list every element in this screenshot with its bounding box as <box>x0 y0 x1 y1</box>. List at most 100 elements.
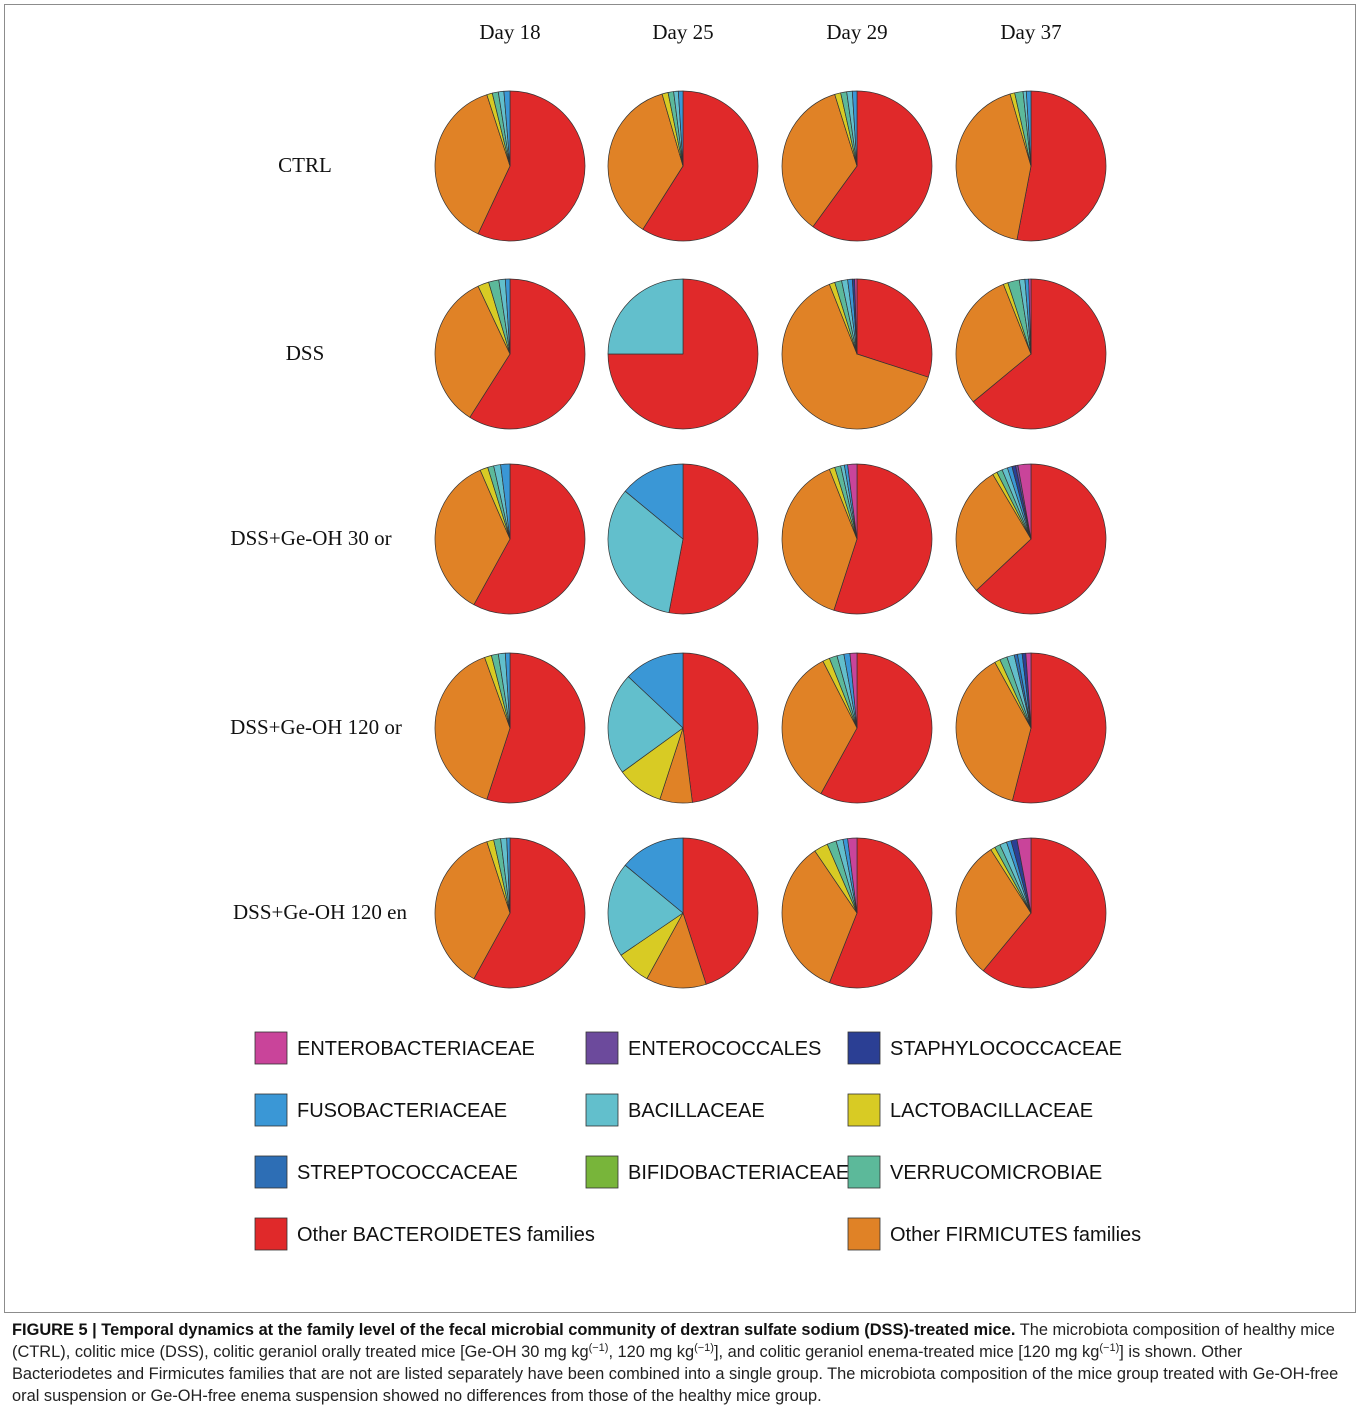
pie-r2c3-other_firmicutes-slice <box>781 283 929 430</box>
pie-r3c3-other_firmicutes-slice <box>781 468 858 611</box>
pie-r1c3-other_firmicutes-slice <box>781 94 858 228</box>
pie-r2c1-other_bacteroidetes-slice <box>469 278 586 430</box>
pie-r1c2-other_bacteroidetes-slice <box>642 90 759 242</box>
pie-chart-grid: Day 18 Day 25 Day 29 Day 37 CTRL DSS DSS+Ge-OH… <box>230 20 1141 1251</box>
legend-swatch-enterococcales <box>585 1031 619 1065</box>
column-header-3: Day 29 <box>826 20 887 44</box>
pie-r2c1-other_firmicutes-slice <box>434 285 511 418</box>
pie-r5c1-fusobacteriaceae-slice <box>506 837 511 914</box>
figure-frame <box>4 4 1356 1313</box>
legend-label-other_bacteroidetes: Other BACTEROIDETES families <box>297 1224 595 1246</box>
legend-swatch-bifidobacteriaceae <box>585 1155 619 1189</box>
caption-text-2: , 120 mg kg <box>608 1343 695 1361</box>
pie-r1c1-other_bacteroidetes-slice <box>477 90 586 242</box>
pie-r3c3-enterobacteriaceae-slice <box>847 463 858 540</box>
pie-r4c4-other_firmicutes-slice <box>955 661 1032 801</box>
pie-r4c1-other_bacteroidetes-slice <box>486 652 586 804</box>
pie-r3c4-enterobacteriaceae-slice <box>1017 463 1032 540</box>
pie-r4c3-other_firmicutes-slice <box>781 660 858 795</box>
pie-r4c1-fusobacteriaceae-slice <box>504 652 511 729</box>
pie-r5c2-other_firmicutes-slice <box>646 912 707 989</box>
caption-sup-1: (−1) <box>588 1342 609 1354</box>
row-label-3: DSS+Ge-OH 30 or <box>230 526 391 550</box>
legend-label-bifidobacteriaceae: BIFIDOBACTERIACEAE <box>628 1162 849 1184</box>
pie-r5c3-other_firmicutes-slice <box>781 850 858 984</box>
row-label-5: DSS+Ge-OH 120 en <box>233 900 407 924</box>
pie-r3c3-other_bacteroidetes-slice <box>833 463 933 615</box>
legend-label-lactobacillaceae: LACTOBACILLACEAE <box>890 1100 1093 1122</box>
legend-label-verrucomicrobiae: VERRUCOMICROBIAE <box>890 1162 1102 1184</box>
pie-r4c2-other_bacteroidetes-slice <box>682 652 759 803</box>
pie-r2c2-other_bacteroidetes-slice <box>607 278 759 430</box>
pie-r4c3-enterobacteriaceae-slice <box>849 652 858 729</box>
figure-caption: FIGURE 5 | Temporal dynamics at the fami… <box>12 1319 1346 1407</box>
pie-r1c4-other_firmicutes-slice <box>955 93 1032 241</box>
pie-r5c4-other_bacteroidetes-slice <box>982 837 1107 989</box>
caption-sup-2: (−1) <box>694 1342 714 1354</box>
pie-r1c1-fusobacteriaceae-slice <box>503 90 511 167</box>
pie-r5c3-enterobacteriaceae-slice <box>847 837 858 914</box>
pie-r2c2-bacillaceae-slice <box>607 278 684 355</box>
pie-r4c3-other_bacteroidetes-slice <box>820 652 933 804</box>
pie-r3c2-bacillaceae-slice <box>607 490 684 614</box>
pie-r5c3-other_bacteroidetes-slice <box>829 837 933 989</box>
legend-swatch-other_firmicutes <box>847 1217 881 1251</box>
pie-r4c2-bacillaceae-slice <box>607 676 684 773</box>
legend-label-enterococcales: ENTEROCOCCALES <box>628 1038 821 1060</box>
pie-r5c2-other_bacteroidetes-slice <box>682 837 759 985</box>
pie-r3c2-fusobacteriaceae-slice <box>624 463 684 540</box>
caption-text-3: ], and colitic geraniol enema-treated mi… <box>713 1343 1100 1361</box>
caption-heading: FIGURE 5 | Temporal dynamics at the fami… <box>12 1321 1016 1339</box>
pie-r5c4-other_firmicutes-slice <box>955 849 1032 972</box>
column-header-1: Day 18 <box>479 20 540 44</box>
pie-r5c1-other_bacteroidetes-slice <box>473 837 586 989</box>
pie-r3c1-fusobacteriaceae-slice <box>500 463 511 540</box>
pie-r5c2-fusobacteriaceae-slice <box>624 837 684 914</box>
pie-r3c4-other_firmicutes-slice <box>955 474 1032 591</box>
row-label-4: DSS+Ge-OH 120 or <box>230 715 402 739</box>
pie-r5c2-bacillaceae-slice <box>607 864 684 956</box>
caption-text-4: ] is shown. Other Bacteriodetes and Firm… <box>12 1343 1339 1405</box>
legend-label-fusobacteriaceae: FUSOBACTERIACEAE <box>297 1100 507 1122</box>
legend-swatch-bacillaceae <box>585 1093 619 1127</box>
pie-r1c4-other_bacteroidetes-slice <box>1016 90 1107 242</box>
legend-swatch-lactobacillaceae <box>847 1093 881 1127</box>
legend-swatch-streptococcaceae <box>254 1155 288 1189</box>
pie-r1c3-other_bacteroidetes-slice <box>812 90 933 242</box>
pie-r3c1-other_bacteroidetes-slice <box>473 463 586 615</box>
pie-r2c4-other_bacteroidetes-slice <box>972 278 1107 430</box>
legend-label-streptococcaceae: STREPTOCOCCACEAE <box>297 1162 518 1184</box>
legend-swatch-staphylococcaceae <box>847 1031 881 1065</box>
caption-text-1: The microbiota composition of healthy mi… <box>12 1321 1335 1361</box>
pie-r5c4-enterobacteriaceae-slice <box>1016 837 1032 914</box>
legend-swatch-fusobacteriaceae <box>254 1093 288 1127</box>
pie-r1c2-fusobacteriaceae-slice <box>677 90 684 167</box>
pie-r2c3-enterobacteriaceae-slice <box>854 278 858 355</box>
pie-r1c2-other_firmicutes-slice <box>607 93 684 230</box>
pie-r2c3-other_bacteroidetes-slice <box>856 278 933 378</box>
pie-r3c2-other_bacteroidetes-slice <box>668 463 759 615</box>
pie-r3c4-other_bacteroidetes-slice <box>975 463 1107 615</box>
legend-swatch-other_bacteroidetes <box>254 1217 288 1251</box>
legend-swatch-verrucomicrobiae <box>847 1155 881 1189</box>
legend-label-enterobacteriaceae: ENTEROBACTERIACEAE <box>297 1038 535 1060</box>
pie-r4c1-other_firmicutes-slice <box>434 657 511 800</box>
caption-sup-3: (−1) <box>1099 1342 1120 1354</box>
column-header-2: Day 25 <box>652 20 713 44</box>
pie-r4c2-fusobacteriaceae-slice <box>627 652 684 729</box>
pie-r3c1-other_firmicutes-slice <box>434 469 511 606</box>
pie-r1c1-other_firmicutes-slice <box>434 94 511 235</box>
pie-r4c4-enterobacteriaceae-slice <box>1025 652 1032 729</box>
row-label-2: DSS <box>286 341 325 365</box>
legend-label-bacillaceae: BACILLACEAE <box>628 1100 765 1122</box>
pie-r5c1-other_firmicutes-slice <box>434 841 511 980</box>
legend-label-staphylococcaceae: STAPHYLOCOCCACEAE <box>890 1038 1122 1060</box>
pie-r1c4-fusobacteriaceae-slice <box>1025 90 1032 167</box>
pie-r2c4-enterobacteriaceae-slice <box>1028 278 1032 355</box>
pie-r4c4-other_bacteroidetes-slice <box>1012 652 1107 804</box>
pie-r1c3-fusobacteriaceae-slice <box>851 90 858 167</box>
pie-r2c1-fusobacteriaceae-slice <box>504 278 511 355</box>
pie-r2c4-other_firmicutes-slice <box>955 283 1032 403</box>
row-label-1: CTRL <box>278 153 332 177</box>
legend-label-other_firmicutes: Other FIRMICUTES families <box>890 1224 1141 1246</box>
